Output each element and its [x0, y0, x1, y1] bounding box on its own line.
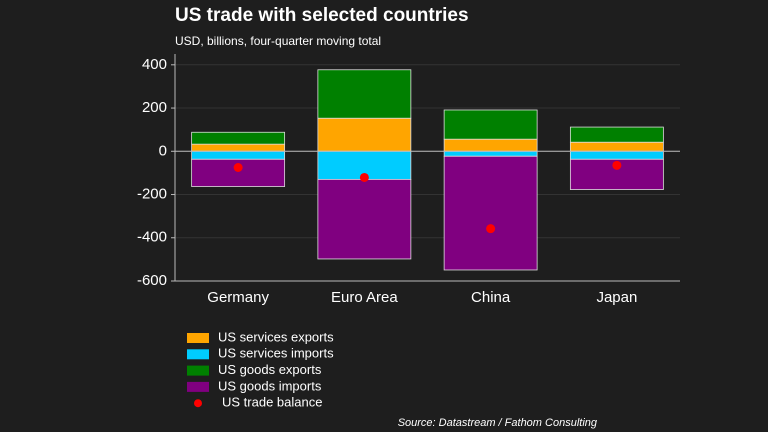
- chart-subtitle: USD, billions, four-quarter moving total: [175, 34, 381, 48]
- bar-segment: [317, 69, 412, 119]
- chart-title: US trade with selected countries: [175, 5, 469, 26]
- legend-swatch: [187, 365, 209, 376]
- y-tick-label: 400: [142, 56, 167, 73]
- bar-segment: [317, 178, 412, 260]
- legend-swatch: [187, 381, 209, 392]
- balance-dot: [486, 224, 496, 234]
- x-tick-label: Germany: [207, 289, 269, 306]
- bar-segment: [569, 150, 664, 160]
- balance-dot: [233, 163, 243, 172]
- y-tick-label: 200: [142, 99, 167, 116]
- bar-segment: [443, 109, 538, 140]
- x-tick-label: Japan: [596, 289, 637, 306]
- x-tick-label: China: [471, 289, 511, 306]
- legend-label: US trade balance: [222, 395, 322, 410]
- bar-segment: [443, 138, 538, 152]
- y-tick-label: -400: [137, 229, 167, 246]
- x-tick-label: Euro Area: [331, 289, 398, 306]
- legend-dot: [194, 399, 202, 408]
- bar-segment: [569, 141, 664, 152]
- legend-swatch: [187, 333, 209, 343]
- bar-segment: [443, 155, 538, 271]
- bar-segment: [317, 117, 412, 152]
- legend-swatch: [187, 349, 209, 360]
- bar-segment: [569, 126, 664, 143]
- y-tick-label: -200: [137, 185, 167, 202]
- legend-label: US goods imports: [218, 378, 322, 393]
- bar-segment: [443, 150, 538, 157]
- source-note: Source: Datastream / Fathom Consulting: [398, 417, 598, 429]
- legend-label: US goods exports: [218, 362, 322, 377]
- legend-label: US services exports: [218, 329, 334, 344]
- bar-segment: [191, 131, 286, 145]
- balance-dot: [359, 172, 369, 182]
- balance-dot: [612, 160, 622, 170]
- legend-label: US services imports: [218, 346, 334, 361]
- y-tick-label: 0: [159, 142, 167, 159]
- y-tick-label: -600: [137, 272, 167, 289]
- bar-segment: [191, 150, 286, 160]
- bar-segment: [191, 143, 286, 152]
